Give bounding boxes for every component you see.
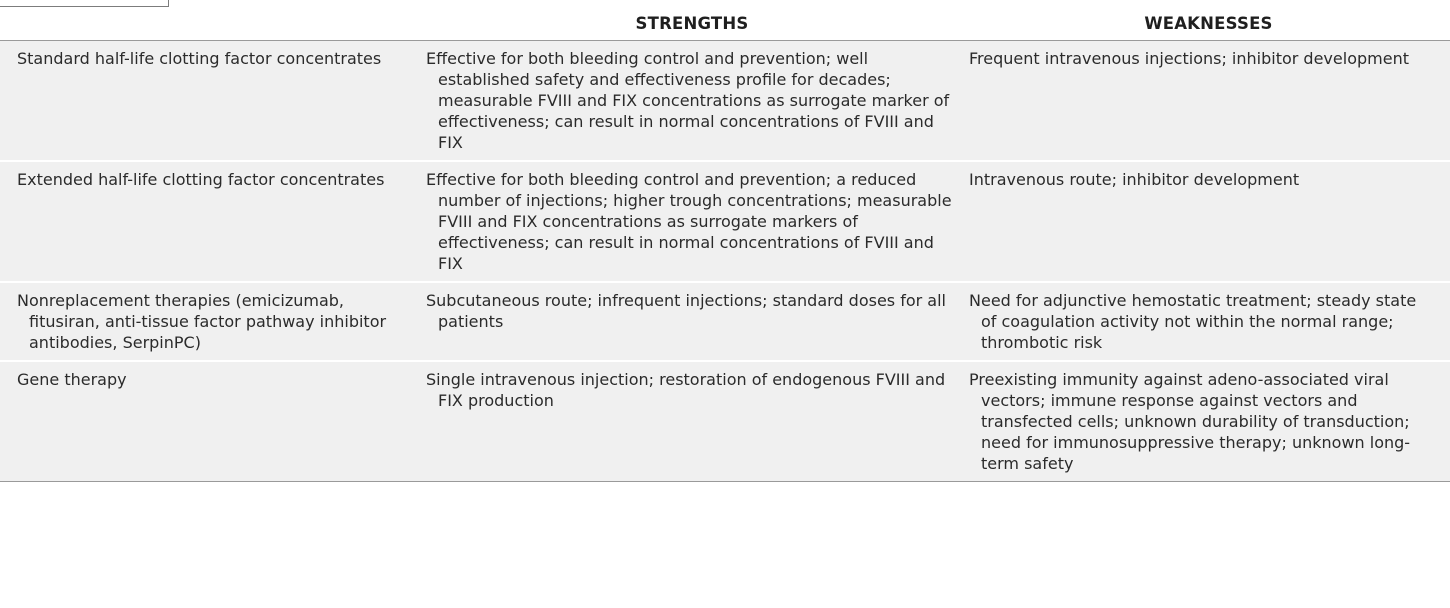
weaknesses-cell: Frequent intravenous injections; inhibit… xyxy=(967,41,1450,162)
strengths-cell: Single intravenous injection; restoratio… xyxy=(417,361,967,482)
therapy-text: Nonreplacement therapies (emicizumab, fi… xyxy=(17,291,387,352)
weaknesses-text: Preexisting immunity against adeno-assoc… xyxy=(969,370,1411,473)
table-header: STRENGTHS WEAKNESSES xyxy=(0,7,1450,41)
weaknesses-cell: Intravenous route; inhibitor development xyxy=(967,161,1450,282)
comparison-table: STRENGTHS WEAKNESSES Standard half-life … xyxy=(0,7,1450,482)
header-row: STRENGTHS WEAKNESSES xyxy=(0,7,1450,41)
therapy-cell: Standard half-life clotting factor conce… xyxy=(0,41,417,162)
table-body: Standard half-life clotting factor conce… xyxy=(0,40,1450,482)
weaknesses-cell: Preexisting immunity against adeno-assoc… xyxy=(967,361,1450,482)
weaknesses-text: Intravenous route; inhibitor development xyxy=(969,170,1300,189)
table-row: Standard half-life clotting factor conce… xyxy=(0,40,1450,162)
therapy-text: Standard half-life clotting factor conce… xyxy=(17,49,382,68)
top-rule-tick xyxy=(168,0,169,7)
therapy-cell: Extended half-life clotting factor conce… xyxy=(0,161,417,282)
table-row: Gene therapy Single intravenous injectio… xyxy=(0,361,1450,482)
strengths-cell: Effective for both bleeding control and … xyxy=(417,41,967,162)
strengths-text: Subcutaneous route; infrequent injection… xyxy=(426,291,946,331)
header-strengths: STRENGTHS xyxy=(635,14,749,33)
strengths-text: Single intravenous injection; restoratio… xyxy=(426,370,946,410)
strengths-text: Effective for both bleeding control and … xyxy=(426,49,950,152)
weaknesses-text: Frequent intravenous injections; inhibit… xyxy=(969,49,1409,68)
therapy-text: Gene therapy xyxy=(17,370,127,389)
table-row: Nonreplacement therapies (emicizumab, fi… xyxy=(0,282,1450,361)
table-row: Extended half-life clotting factor conce… xyxy=(0,161,1450,282)
header-therapy xyxy=(0,7,417,41)
therapy-cell: Gene therapy xyxy=(0,361,417,482)
strengths-cell: Subcutaneous route; infrequent injection… xyxy=(417,282,967,361)
weaknesses-cell: Need for adjunctive hemostatic treatment… xyxy=(967,282,1450,361)
weaknesses-text: Need for adjunctive hemostatic treatment… xyxy=(969,291,1417,352)
strengths-cell: Effective for both bleeding control and … xyxy=(417,161,967,282)
therapy-cell: Nonreplacement therapies (emicizumab, fi… xyxy=(0,282,417,361)
therapy-text: Extended half-life clotting factor conce… xyxy=(17,170,385,189)
header-weaknesses: WEAKNESSES xyxy=(1144,14,1273,33)
strengths-text: Effective for both bleeding control and … xyxy=(426,170,952,273)
top-rule xyxy=(0,0,168,7)
